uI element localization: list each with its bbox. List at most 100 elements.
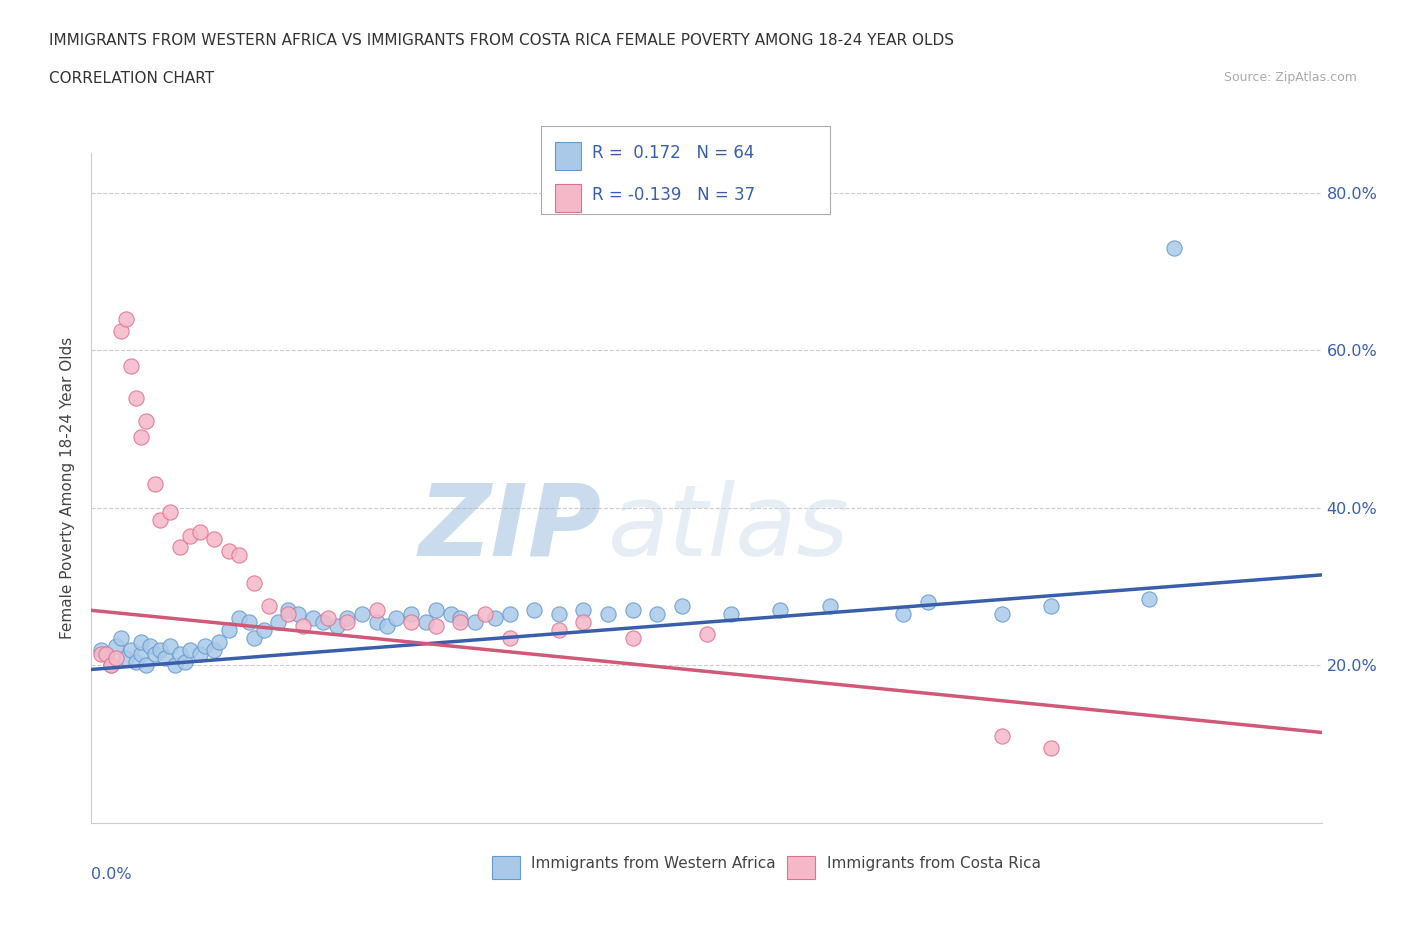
- Point: [242, 576, 264, 591]
- Point: [1163, 241, 1185, 256]
- Point: [621, 631, 644, 645]
- Point: [253, 622, 276, 637]
- Point: [415, 615, 437, 630]
- Point: [228, 548, 250, 563]
- Point: [105, 650, 127, 665]
- Point: [474, 607, 496, 622]
- Point: [572, 603, 595, 618]
- Point: [114, 312, 138, 326]
- Text: atlas: atlas: [607, 480, 849, 577]
- Point: [105, 638, 127, 653]
- Point: [399, 615, 422, 630]
- Point: [114, 650, 138, 665]
- Point: [277, 607, 299, 622]
- Point: [159, 504, 181, 519]
- Point: [287, 607, 309, 622]
- Point: [124, 391, 146, 405]
- Point: [399, 607, 422, 622]
- Point: [228, 611, 250, 626]
- Point: [326, 618, 349, 633]
- Point: [818, 599, 841, 614]
- Text: CORRELATION CHART: CORRELATION CHART: [49, 71, 214, 86]
- Point: [277, 603, 299, 618]
- Point: [449, 611, 471, 626]
- Point: [621, 603, 644, 618]
- Point: [96, 646, 117, 661]
- Point: [1039, 741, 1063, 756]
- Point: [129, 430, 152, 445]
- Point: [242, 631, 264, 645]
- Point: [129, 634, 152, 649]
- Point: [311, 615, 335, 630]
- Point: [202, 643, 225, 658]
- Text: Source: ZipAtlas.com: Source: ZipAtlas.com: [1223, 71, 1357, 84]
- Point: [336, 615, 359, 630]
- Point: [375, 618, 398, 633]
- Text: IMMIGRANTS FROM WESTERN AFRICA VS IMMIGRANTS FROM COSTA RICA FEMALE POVERTY AMON: IMMIGRANTS FROM WESTERN AFRICA VS IMMIGR…: [49, 33, 955, 47]
- Point: [110, 324, 132, 339]
- Point: [596, 607, 619, 622]
- Point: [100, 658, 122, 673]
- Text: ZIP: ZIP: [419, 480, 602, 577]
- Point: [163, 658, 186, 673]
- Point: [120, 643, 142, 658]
- Point: [352, 607, 374, 622]
- Point: [90, 643, 112, 658]
- Point: [523, 603, 546, 618]
- Point: [139, 638, 162, 653]
- Point: [267, 615, 290, 630]
- Point: [301, 611, 323, 626]
- Point: [425, 603, 447, 618]
- Text: Immigrants from Western Africa: Immigrants from Western Africa: [531, 856, 776, 870]
- Point: [498, 631, 520, 645]
- Point: [547, 622, 569, 637]
- Point: [179, 643, 201, 658]
- Point: [135, 414, 156, 429]
- Point: [990, 607, 1012, 622]
- Point: [159, 638, 181, 653]
- Point: [179, 528, 201, 543]
- Point: [336, 611, 359, 626]
- Point: [145, 477, 166, 492]
- Point: [145, 646, 166, 661]
- Point: [174, 654, 197, 669]
- Point: [149, 512, 172, 527]
- Point: [498, 607, 520, 622]
- Point: [129, 646, 152, 661]
- Point: [449, 615, 471, 630]
- Point: [484, 611, 506, 626]
- Point: [425, 618, 447, 633]
- Point: [990, 729, 1012, 744]
- Point: [891, 607, 914, 622]
- Point: [547, 607, 569, 622]
- Text: R = -0.139   N = 37: R = -0.139 N = 37: [592, 186, 755, 204]
- Point: [257, 599, 280, 614]
- Point: [169, 646, 191, 661]
- Point: [720, 607, 742, 622]
- Point: [135, 658, 156, 673]
- Point: [917, 595, 939, 610]
- Point: [100, 658, 122, 673]
- Point: [193, 638, 217, 653]
- Point: [96, 646, 117, 661]
- Point: [188, 525, 211, 539]
- Text: R =  0.172   N = 64: R = 0.172 N = 64: [592, 144, 754, 162]
- Point: [316, 611, 339, 626]
- Point: [188, 646, 211, 661]
- Point: [218, 622, 240, 637]
- Point: [1139, 591, 1161, 606]
- Point: [202, 532, 225, 547]
- Point: [238, 615, 260, 630]
- Point: [464, 615, 486, 630]
- Text: Immigrants from Costa Rica: Immigrants from Costa Rica: [827, 856, 1040, 870]
- Text: 0.0%: 0.0%: [91, 867, 132, 882]
- Point: [153, 650, 177, 665]
- Point: [366, 603, 388, 618]
- Point: [439, 607, 461, 622]
- Point: [671, 599, 693, 614]
- Point: [695, 627, 717, 642]
- Point: [572, 615, 595, 630]
- Point: [120, 359, 142, 374]
- Point: [218, 544, 240, 559]
- Point: [769, 603, 792, 618]
